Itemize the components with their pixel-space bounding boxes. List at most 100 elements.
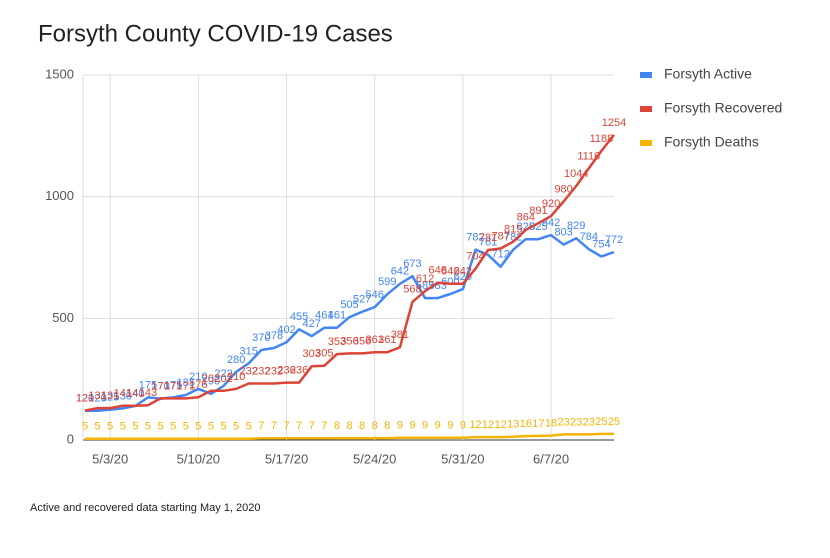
data-label: 5 xyxy=(208,421,214,433)
data-label: 1254 xyxy=(602,117,626,129)
data-label: 222 xyxy=(214,368,232,380)
x-tick-label: 5/3/20 xyxy=(92,451,128,466)
data-label: 17 xyxy=(532,418,544,430)
data-label: 5 xyxy=(158,421,164,433)
data-label: 13 xyxy=(507,419,519,431)
data-label: 7 xyxy=(271,420,277,432)
data-label: 1116 xyxy=(577,150,600,162)
data-label: 461 xyxy=(315,310,333,322)
data-label: 5 xyxy=(170,421,176,433)
data-label: 402 xyxy=(277,324,295,336)
data-label: 787 xyxy=(491,230,509,242)
data-label: 120 xyxy=(76,393,94,405)
data-label: 130 xyxy=(114,390,132,402)
data-label: 141 xyxy=(126,388,144,400)
data-label: 9 xyxy=(447,420,453,432)
data-label: 9 xyxy=(397,420,403,432)
data-label: 9 xyxy=(460,420,466,432)
data-label: 1044 xyxy=(564,168,588,180)
data-label: 23 xyxy=(583,416,595,428)
data-label: 16 xyxy=(520,418,532,430)
legend-label: Forsyth Active xyxy=(664,66,752,82)
x-tick-label: 5/10/20 xyxy=(177,451,220,466)
data-label: 427 xyxy=(303,318,321,330)
data-label: 7 xyxy=(258,420,264,432)
data-label: 5 xyxy=(107,421,113,433)
footnote: Active and recovered data starting May 1… xyxy=(30,502,261,514)
data-label: 236 xyxy=(290,364,308,376)
data-label: 121 xyxy=(76,392,94,404)
data-label: 131 xyxy=(101,390,119,402)
data-label: 5 xyxy=(145,421,151,433)
data-label: 12 xyxy=(469,419,481,431)
y-tick-label: 500 xyxy=(52,310,74,325)
data-label: 232 xyxy=(240,365,258,377)
data-label: 815 xyxy=(504,224,522,236)
data-label: 7 xyxy=(283,420,289,432)
data-label: 303 xyxy=(303,348,321,360)
data-label: 131 xyxy=(88,390,106,402)
data-label: 7 xyxy=(296,420,302,432)
data-label: 171 xyxy=(164,380,182,392)
data-label: 8 xyxy=(359,420,365,432)
data-label: 356 xyxy=(353,335,371,347)
data-label: 381 xyxy=(391,329,409,341)
data-label: 5 xyxy=(95,421,101,433)
data-label: 612 xyxy=(416,273,434,285)
data-label: 646 xyxy=(428,265,446,277)
data-label: 171 xyxy=(151,380,169,392)
data-label: 18 xyxy=(545,418,557,430)
data-label: 232 xyxy=(252,365,270,377)
data-label: 9 xyxy=(409,420,415,432)
data-label: 8 xyxy=(346,420,352,432)
data-label: 141 xyxy=(114,388,132,400)
data-label: 673 xyxy=(403,258,421,270)
data-label: 782 xyxy=(466,232,484,244)
data-label: 5 xyxy=(233,421,239,433)
x-tick-label: 6/7/20 xyxy=(533,451,569,466)
legend-label: Forsyth Deaths xyxy=(664,134,759,150)
data-label: 7 xyxy=(321,420,327,432)
data-label: 176 xyxy=(189,379,207,391)
data-label: 754 xyxy=(592,238,610,250)
data-label: 315 xyxy=(240,345,258,357)
data-label: 210 xyxy=(227,371,245,383)
data-label: 378 xyxy=(265,330,283,342)
legend-swatch xyxy=(640,72,652,78)
data-label: 9 xyxy=(435,420,441,432)
data-label: 8 xyxy=(372,420,378,432)
y-tick-label: 1500 xyxy=(45,66,74,81)
data-label: 170 xyxy=(151,381,169,393)
data-label: 772 xyxy=(605,234,623,246)
x-tick-label: 5/24/20 xyxy=(353,451,396,466)
data-label: 642 xyxy=(454,266,472,278)
data-label: 642 xyxy=(441,266,459,278)
data-label: 825 xyxy=(517,221,535,233)
data-label: 546 xyxy=(366,289,384,301)
chart-title: Forsyth County COVID-19 Cases xyxy=(38,20,393,47)
data-label: 210 xyxy=(189,371,207,383)
data-label: 12 xyxy=(482,419,494,431)
series-line xyxy=(84,134,615,412)
data-label: 9 xyxy=(422,420,428,432)
data-label: 5 xyxy=(220,421,226,433)
data-label: 1188 xyxy=(590,133,614,145)
y-tick-label: 1000 xyxy=(45,188,74,203)
x-tick-label: 5/31/20 xyxy=(441,451,484,466)
data-label: 370 xyxy=(252,332,270,344)
data-label: 361 xyxy=(378,334,396,346)
data-label: 143 xyxy=(139,387,157,399)
x-tick-label: 5/17/20 xyxy=(265,451,308,466)
data-label: 25 xyxy=(595,416,607,428)
data-label: 5 xyxy=(195,421,201,433)
data-label: 120 xyxy=(88,393,106,405)
data-label: 761 xyxy=(479,237,497,249)
data-label: 202 xyxy=(214,373,232,385)
data-label: 175 xyxy=(164,379,182,391)
data-label: 455 xyxy=(290,311,308,323)
data-label: 236 xyxy=(277,364,295,376)
data-label: 829 xyxy=(567,220,585,232)
data-label: 140 xyxy=(126,388,144,400)
